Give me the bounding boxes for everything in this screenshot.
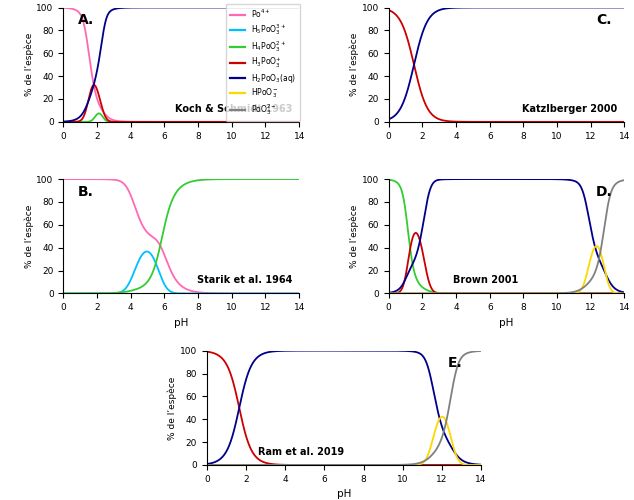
Text: Ram et al. 2019: Ram et al. 2019 bbox=[258, 447, 344, 457]
Y-axis label: % de l’espèce: % de l’espèce bbox=[349, 33, 359, 96]
Y-axis label: % de l’espèce: % de l’espèce bbox=[24, 204, 34, 268]
Y-axis label: % de l’espèce: % de l’espèce bbox=[24, 33, 34, 96]
Text: Katzlberger 2000: Katzlberger 2000 bbox=[522, 104, 618, 114]
Text: Koch & Schmidt 1963: Koch & Schmidt 1963 bbox=[175, 104, 292, 114]
X-axis label: pH: pH bbox=[337, 490, 351, 500]
Y-axis label: % de l’espèce: % de l’espèce bbox=[349, 204, 359, 268]
Text: D.: D. bbox=[596, 185, 613, 199]
Text: E.: E. bbox=[448, 356, 463, 370]
Text: B.: B. bbox=[77, 185, 93, 199]
Legend: Po$^{4+}$, H$_5$PoO$_3^{3+}$, H$_4$PoO$_3^{2+}$, H$_3$PoO$_3^{+}$, H$_2$PoO$_3$(: Po$^{4+}$, H$_5$PoO$_3^{3+}$, H$_4$PoO$_… bbox=[226, 4, 300, 121]
Text: A.: A. bbox=[77, 13, 94, 27]
Text: C.: C. bbox=[596, 13, 612, 27]
Y-axis label: % de l’espèce: % de l’espèce bbox=[167, 376, 177, 440]
Text: Starik et al. 1964: Starik et al. 1964 bbox=[197, 276, 292, 285]
X-axis label: pH: pH bbox=[174, 318, 188, 328]
Text: Brown 2001: Brown 2001 bbox=[453, 276, 519, 285]
X-axis label: pH: pH bbox=[500, 318, 514, 328]
